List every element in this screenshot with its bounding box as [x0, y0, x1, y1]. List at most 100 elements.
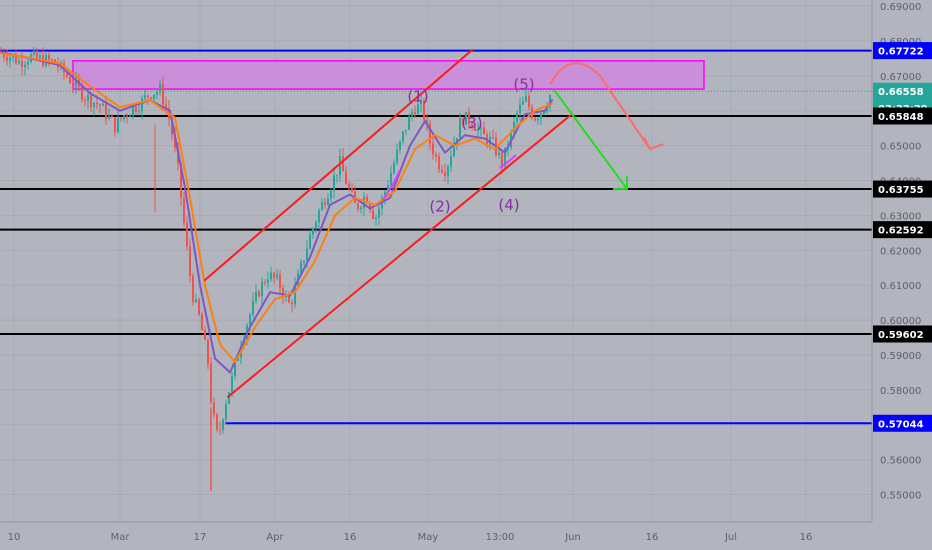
time-axis-panel[interactable]: [0, 522, 932, 550]
price-tick-label: 0.56000: [880, 456, 921, 467]
candle-body: [390, 173, 392, 186]
alternative-path: [549, 62, 651, 150]
candle-body: [312, 228, 314, 235]
candle-body: [192, 276, 194, 302]
candle-body: [99, 104, 101, 106]
candle-body: [213, 402, 215, 415]
resistance-zone[interactable]: [72, 60, 705, 90]
price-tick-label: 0.55000: [880, 491, 921, 502]
candle-body: [156, 91, 158, 95]
candle-body: [54, 59, 56, 64]
candle-body: [303, 260, 305, 263]
wave-label-1: (1): [407, 88, 428, 106]
candle-body: [210, 363, 212, 403]
support-3-badge: 0.59602: [878, 330, 924, 341]
high-line-badge-bg: [873, 42, 932, 60]
candle-body: [21, 60, 23, 68]
time-tick-label: Jul: [724, 532, 737, 543]
candle-body: [24, 64, 26, 68]
candle-body: [324, 201, 326, 205]
time-tick-label: 16: [800, 532, 813, 543]
candle-body: [111, 115, 113, 118]
candle-body: [183, 197, 185, 224]
candle-body: [402, 131, 404, 142]
candle-body: [12, 55, 14, 58]
candle-body: [405, 129, 407, 132]
arrow-layer: [549, 62, 664, 190]
candle-body: [273, 272, 275, 278]
candle-body: [489, 137, 491, 144]
candle-body: [198, 299, 200, 315]
candle-body: [549, 94, 551, 107]
candle-body: [537, 118, 539, 121]
candle-body: [399, 141, 401, 150]
candle-body: [378, 208, 380, 218]
candle-body: [417, 104, 419, 114]
candle-body: [87, 95, 89, 101]
candle-body: [147, 95, 149, 98]
candle-body: [264, 282, 266, 284]
candle-body: [222, 419, 224, 430]
candle-body: [465, 112, 467, 125]
candle-body: [360, 207, 362, 210]
price-tick-label: 0.60000: [880, 316, 921, 327]
candle-body: [90, 95, 92, 108]
candle-body: [432, 143, 434, 155]
candle-body: [375, 217, 377, 219]
candle-body: [393, 163, 395, 174]
alternative-arrow-head: [643, 136, 664, 151]
candle-body: [33, 50, 35, 55]
candle-body: [162, 84, 164, 105]
support-2-badge-bg: [873, 221, 932, 239]
level-badges: 0.67722 0.66558 03:32:29 0.65848 0.63755…: [873, 42, 932, 432]
candle-body: [225, 403, 227, 420]
candle-body: [150, 97, 152, 99]
wave-segment: [382, 169, 401, 201]
candle-body: [189, 246, 191, 277]
wave-segment: [499, 154, 517, 169]
candle-body: [36, 50, 38, 58]
support-3-badge-bg: [873, 325, 932, 343]
candle-body: [498, 152, 500, 156]
candle-body: [348, 184, 350, 189]
candle-body: [276, 274, 278, 278]
candle-body: [459, 118, 461, 139]
time-tick-label: 16: [344, 532, 357, 543]
candle-body: [501, 152, 503, 167]
time-tick-label: 10: [8, 532, 21, 543]
bearish-arrow-shaft: [553, 89, 628, 190]
candle-body: [300, 262, 302, 274]
candle-body: [483, 127, 485, 135]
candle-body: [291, 302, 293, 305]
time-tick-label: 16: [646, 532, 659, 543]
candle-body: [444, 172, 446, 177]
candle-body: [138, 111, 140, 113]
wave-label-2: (2): [429, 198, 450, 216]
candle-body: [186, 223, 188, 247]
wave-label-4: (4): [498, 196, 519, 214]
current-price-badge: 0.66558: [878, 87, 924, 98]
price-tick-label: 0.65000: [880, 142, 921, 153]
wave-label-5: (5): [513, 76, 534, 94]
candle-body: [357, 203, 359, 210]
candle-body: [504, 147, 506, 167]
candle-body: [216, 414, 218, 430]
channel-upper-line: [204, 49, 473, 281]
candle-body: [387, 185, 389, 192]
candle-body: [345, 171, 347, 185]
candle-body: [414, 112, 416, 114]
candle-body: [288, 294, 290, 303]
candle-body: [351, 188, 353, 192]
channel-lower-line: [227, 114, 571, 398]
candle-body: [108, 115, 110, 119]
candle-body: [306, 248, 308, 261]
candle-body: [141, 98, 143, 112]
candle-body: [453, 143, 455, 157]
candle-body: [441, 169, 443, 173]
price-tick-label: 0.62000: [880, 246, 921, 257]
candle-body: [204, 330, 206, 340]
resistance-badge: 0.65848: [878, 112, 924, 123]
candle-body: [267, 279, 269, 284]
